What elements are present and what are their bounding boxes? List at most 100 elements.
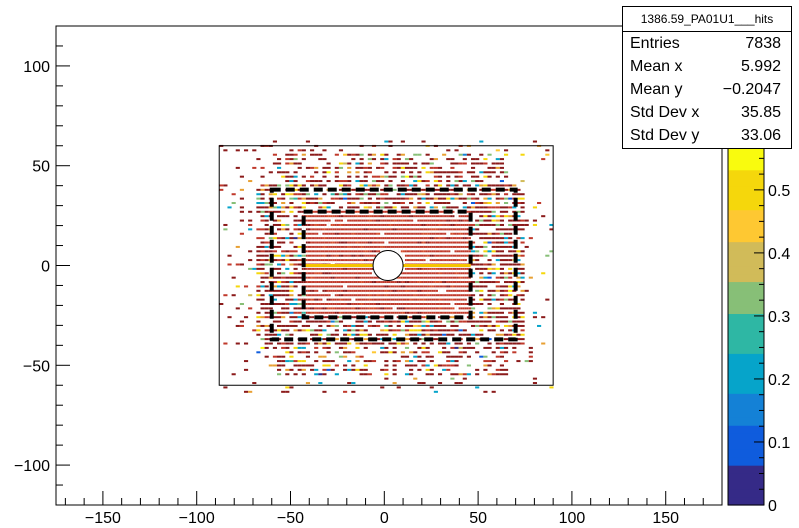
heatmap-cell: [297, 245, 302, 248]
heatmap-cell: [491, 210, 496, 213]
heatmap-cell: [541, 272, 546, 275]
heatmap-cell: [293, 206, 298, 209]
heatmap-cell: [305, 289, 311, 292]
heatmap-cell: [392, 333, 397, 336]
heatmap-cell: [338, 210, 344, 213]
heatmap-cell: [429, 219, 434, 222]
heatmap-cell: [371, 360, 377, 363]
heatmap-cell: [322, 202, 327, 205]
heatmap-cell: [326, 281, 331, 284]
heatmap-cell: [314, 223, 319, 226]
heatmap-cell: [322, 272, 327, 275]
heatmap-cell: [305, 245, 311, 248]
heatmap-cell: [504, 175, 509, 178]
heatmap-cell: [425, 373, 430, 376]
heatmap-cell: [462, 202, 467, 205]
heatmap-cell: [409, 197, 414, 200]
heatmap-cell: [491, 360, 496, 363]
heatmap-cell: [276, 289, 282, 292]
heatmap-cell: [297, 210, 302, 213]
heatmap-cell: [367, 237, 372, 240]
heatmap-cell: [404, 303, 410, 306]
heatmap-cell: [305, 259, 311, 262]
heatmap-cell: [400, 223, 405, 226]
heatmap-cell: [516, 294, 521, 297]
heatmap-cell: [421, 329, 426, 332]
heatmap-cell: [520, 338, 525, 341]
heatmap-cell: [462, 197, 467, 200]
heatmap-cell: [272, 281, 277, 284]
heatmap-cell: [409, 210, 414, 213]
heatmap-cell: [380, 342, 385, 345]
heatmap-cell: [413, 285, 418, 288]
heatmap-cell: [305, 166, 311, 169]
colorbar-tick-label: 0: [768, 498, 777, 515]
heatmap-cell: [483, 158, 488, 161]
heatmap-cell: [400, 307, 405, 310]
heatmap-cell: [297, 219, 302, 222]
heatmap-cell: [338, 149, 344, 152]
heatmap-cell: [359, 307, 364, 310]
heatmap-cell: [429, 294, 434, 297]
heatmap-cell: [347, 276, 352, 279]
heatmap-cell: [446, 180, 451, 183]
heatmap-cell: [264, 228, 269, 231]
heatmap-cell: [446, 351, 451, 354]
heatmap-cell: [516, 219, 521, 222]
heatmap-cell: [462, 162, 467, 165]
heatmap-cell: [413, 281, 418, 284]
heatmap-cell: [421, 272, 426, 275]
heatmap-cell: [446, 250, 451, 253]
heatmap-cell: [508, 250, 513, 253]
heatmap-cell: [281, 281, 286, 284]
heatmap-cell: [310, 289, 315, 292]
heatmap-cell: [322, 320, 327, 323]
heatmap-cell: [343, 272, 348, 275]
heatmap-cell: [248, 180, 253, 183]
heatmap-cell: [351, 259, 356, 262]
heatmap-cell: [413, 245, 418, 248]
heatmap-cell: [293, 303, 298, 306]
heatmap-cell: [318, 245, 323, 248]
heatmap-cell: [363, 320, 368, 323]
heatmap-cell: [520, 250, 525, 253]
heatmap-cell: [322, 360, 327, 363]
heatmap-cell: [310, 281, 315, 284]
heatmap-cell: [355, 259, 360, 262]
beam-hole: [372, 249, 404, 282]
heatmap-cell: [392, 285, 397, 288]
heatmap-cell: [239, 232, 244, 235]
heatmap-cell: [264, 342, 269, 345]
heatmap-cell: [376, 184, 381, 187]
heatmap-cell: [343, 333, 348, 336]
heatmap-cell: [470, 206, 476, 209]
colorbar-tick-label: 0.3: [768, 309, 790, 326]
heatmap-cell: [347, 289, 352, 292]
heatmap-cell: [314, 329, 319, 332]
heatmap-cell: [470, 162, 476, 165]
heatmap-cell: [314, 180, 319, 183]
heatmap-cell: [347, 338, 352, 341]
heatmap-cell: [520, 263, 525, 266]
heatmap-cell: [380, 311, 385, 314]
heatmap-cell: [343, 259, 348, 262]
heatmap-cell: [487, 241, 492, 244]
heatmap-cell: [285, 206, 290, 209]
heatmap-cell: [351, 206, 356, 209]
heatmap-cell: [417, 368, 422, 371]
heatmap-cell: [293, 346, 298, 349]
heatmap-cell: [243, 368, 249, 371]
heatmap-cell: [305, 219, 311, 222]
heatmap-cell: [512, 320, 517, 323]
heatmap-cell: [508, 254, 513, 257]
heatmap-cell: [314, 351, 319, 354]
heatmap-cell: [454, 303, 459, 306]
heatmap-cell: [437, 166, 443, 169]
heatmap-cell: [491, 223, 496, 226]
heatmap-cell: [367, 219, 372, 222]
heatmap-cell: [355, 180, 360, 183]
heatmap-cell: [343, 228, 348, 231]
heatmap-cell: [442, 311, 447, 314]
heatmap-cell: [347, 197, 352, 200]
heatmap-cell: [330, 303, 335, 306]
